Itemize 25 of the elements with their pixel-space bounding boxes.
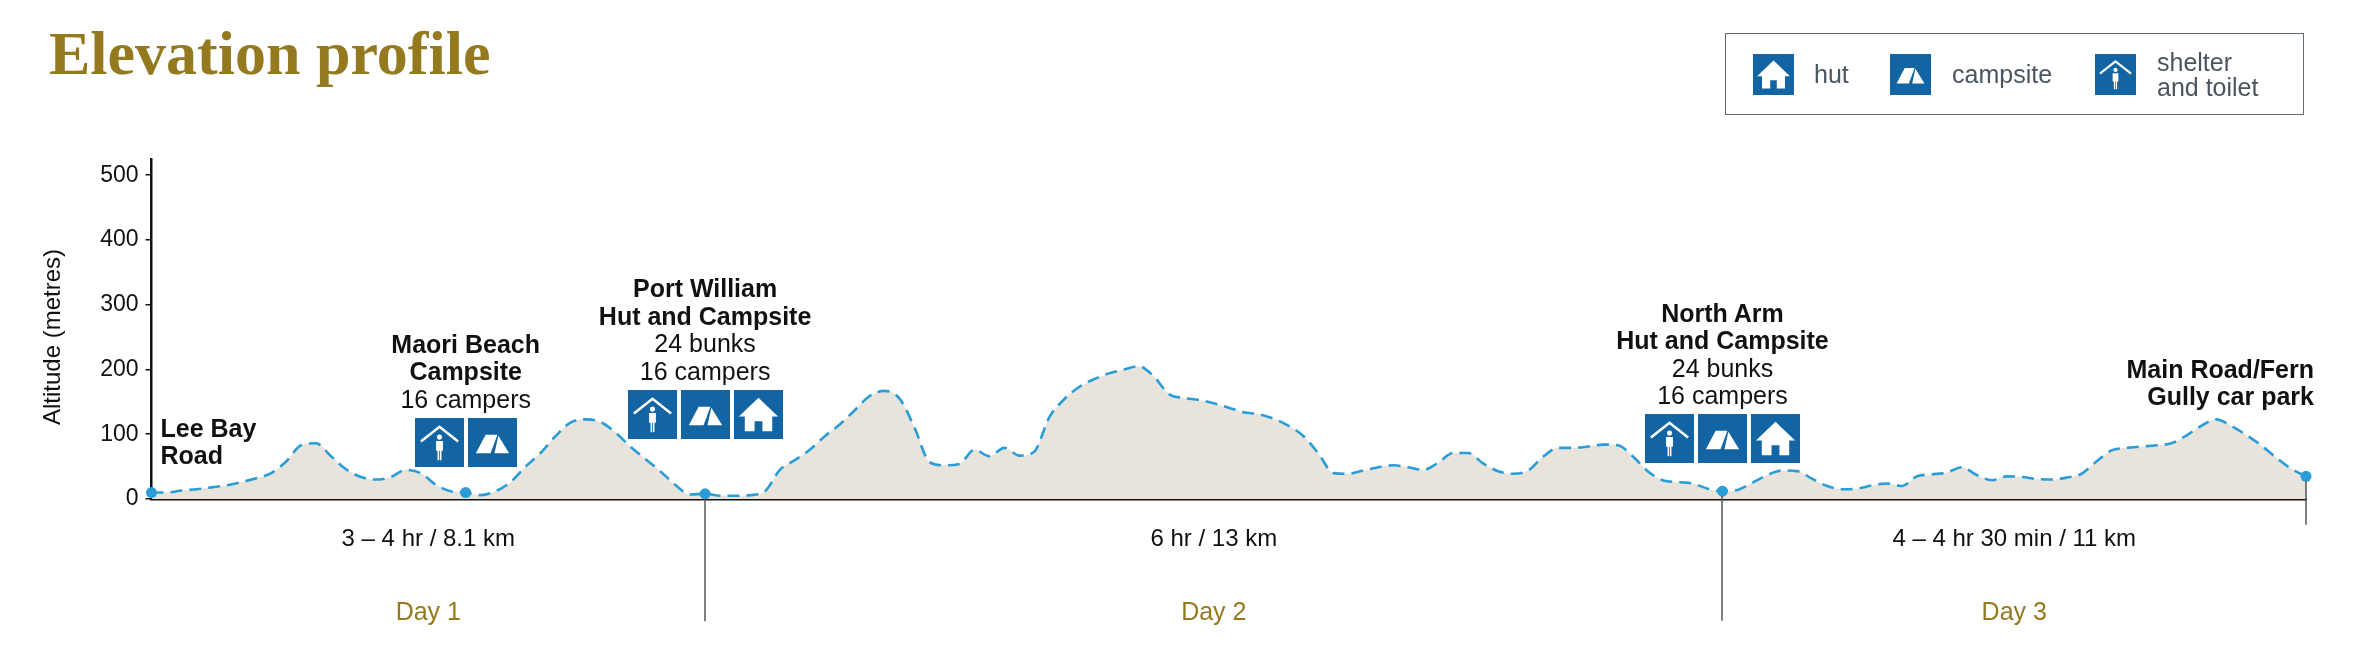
y-tick-label: 100 xyxy=(100,419,139,446)
text: campsite xyxy=(1952,60,2053,88)
annotation: Lee Bay Road xyxy=(160,413,257,470)
y-tick-label: 400 xyxy=(100,225,139,252)
annotation: 24 bunks 16 campers xyxy=(1657,353,1788,410)
text: 4 – 4 hr 30 min / 11 km xyxy=(1892,524,2137,551)
chart-title: Elevation profile xyxy=(49,19,491,87)
text: Day 2 xyxy=(1181,597,1247,625)
annotation: 16 campers xyxy=(400,384,532,413)
annotation: Port William Hut and Campsite xyxy=(598,274,812,330)
y-tick-label: 300 xyxy=(100,290,139,317)
annotation: 24 bunks 16 campers xyxy=(639,329,771,385)
text: Day 3 xyxy=(1981,597,2047,625)
y-tick-label: 0 xyxy=(125,484,139,511)
annotation: North Arm Hut and Campsite xyxy=(1616,298,1829,355)
text: shelter and toilet xyxy=(2157,47,2259,101)
text: 6 hr / 13 km xyxy=(1150,524,1278,551)
y-tick-label: 500 xyxy=(100,160,139,187)
text: hut xyxy=(1814,60,1849,88)
y-axis-title: Altitude (metres) xyxy=(37,248,65,426)
annotation: Maori Beach Campsite xyxy=(391,329,541,386)
text: Day 1 xyxy=(395,597,461,625)
annotation: Main Road/Fern Gully car park xyxy=(2126,354,2315,411)
y-tick-label: 200 xyxy=(100,354,139,381)
text: 3 – 4 hr / 8.1 km xyxy=(341,524,515,551)
